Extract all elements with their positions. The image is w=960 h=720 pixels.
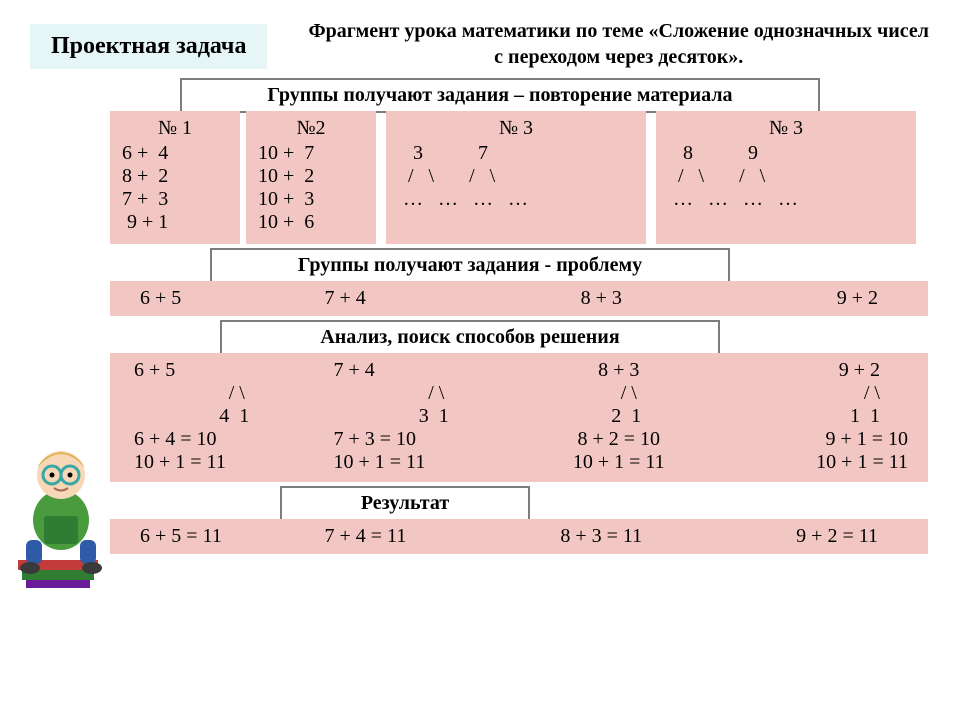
a-eq: 10 + 1 = 11: [719, 451, 919, 474]
card-1-line: 6 + 4: [122, 142, 228, 165]
card-3-line: / \ / \: [398, 165, 634, 188]
a-head: 6 + 5: [120, 359, 320, 382]
a-head: 9 + 2: [719, 359, 919, 382]
stage4-header: Результат: [280, 486, 530, 521]
stage1-cards: № 1 6 + 4 8 + 2 7 + 3 9 + 1 №2 10 + 7 10…: [110, 111, 940, 244]
a-tree: / \: [320, 382, 520, 405]
stage4-item: 6 + 5 = 11: [120, 525, 325, 548]
card-1-title: № 1: [120, 117, 230, 140]
stage3-block: 6 + 5 / \ 4 1 6 + 4 = 10 10 + 1 = 11 7 +…: [110, 353, 928, 482]
card-3-line: 3 7: [398, 142, 634, 165]
card-2-line: 10 + 7: [258, 142, 364, 165]
a-tree: 2 1: [519, 405, 719, 428]
analysis-col-1: 6 + 5 / \ 4 1 6 + 4 = 10 10 + 1 = 11: [120, 359, 320, 474]
stage2-item: 9 + 2: [694, 287, 919, 310]
analysis-col-2: 7 + 4 / \ 3 1 7 + 3 = 10 10 + 1 = 11: [320, 359, 520, 474]
a-tree: / \: [120, 382, 320, 405]
stage2-item: 7 + 4: [325, 287, 510, 310]
a-tree: / \: [519, 382, 719, 405]
card-1: № 1 6 + 4 8 + 2 7 + 3 9 + 1: [110, 111, 240, 244]
card-4-line: 8 9: [668, 142, 904, 165]
stage2-header: Группы получают задания - проблему: [210, 248, 730, 283]
analysis-col-3: 8 + 3 / \ 2 1 8 + 2 = 10 10 + 1 = 11: [519, 359, 719, 474]
a-eq: 8 + 2 = 10: [519, 428, 719, 451]
a-tree: 4 1: [120, 405, 320, 428]
card-1-line: 8 + 2: [122, 165, 228, 188]
stage2-bar: 6 + 5 7 + 4 8 + 3 9 + 2: [110, 281, 928, 316]
card-4-title: № 3: [666, 117, 906, 140]
card-2-line: 10 + 6: [258, 211, 364, 234]
a-tree: 1 1: [719, 405, 919, 428]
stage4-item: 8 + 3 = 11: [509, 525, 694, 548]
stage3-header: Анализ, поиск способов решения: [220, 320, 720, 355]
a-tree: / \: [719, 382, 919, 405]
a-eq: 10 + 1 = 11: [120, 451, 320, 474]
card-3-line: … … … …: [398, 188, 634, 211]
stage2-item: 6 + 5: [120, 287, 325, 310]
card-2-line: 10 + 3: [258, 188, 364, 211]
card-3: № 3 3 7 / \ / \ … … … …: [386, 111, 646, 244]
card-4-line: / \ / \: [668, 165, 904, 188]
stage4-item: 7 + 4 = 11: [325, 525, 510, 548]
a-head: 8 + 3: [519, 359, 719, 382]
card-1-line: 9 + 1: [122, 211, 228, 234]
stage4-item: 9 + 2 = 11: [694, 525, 919, 548]
card-2: №2 10 + 7 10 + 2 10 + 3 10 + 6: [246, 111, 376, 244]
subtitle: Фрагмент урока математики по теме «Сложе…: [307, 18, 930, 70]
card-4: № 3 8 9 / \ / \ … … … …: [656, 111, 916, 244]
card-2-title: №2: [256, 117, 366, 140]
a-tree: 3 1: [320, 405, 520, 428]
card-3-title: № 3: [396, 117, 636, 140]
mascot-icon: [6, 420, 116, 590]
a-head: 7 + 4: [320, 359, 520, 382]
a-eq: 10 + 1 = 11: [519, 451, 719, 474]
a-eq: 10 + 1 = 11: [320, 451, 520, 474]
stage1-header: Группы получают задания – повторение мат…: [180, 78, 820, 113]
card-4-line: … … … …: [668, 188, 904, 211]
a-eq: 9 + 1 = 10: [719, 428, 919, 451]
title-badge: Проектная задача: [30, 24, 267, 69]
a-eq: 6 + 4 = 10: [120, 428, 320, 451]
a-eq: 7 + 3 = 10: [320, 428, 520, 451]
card-2-line: 10 + 2: [258, 165, 364, 188]
stage2-item: 8 + 3: [509, 287, 694, 310]
stage4-bar: 6 + 5 = 11 7 + 4 = 11 8 + 3 = 11 9 + 2 =…: [110, 519, 928, 554]
card-1-line: 7 + 3: [122, 188, 228, 211]
analysis-col-4: 9 + 2 / \ 1 1 9 + 1 = 10 10 + 1 = 11: [719, 359, 919, 474]
